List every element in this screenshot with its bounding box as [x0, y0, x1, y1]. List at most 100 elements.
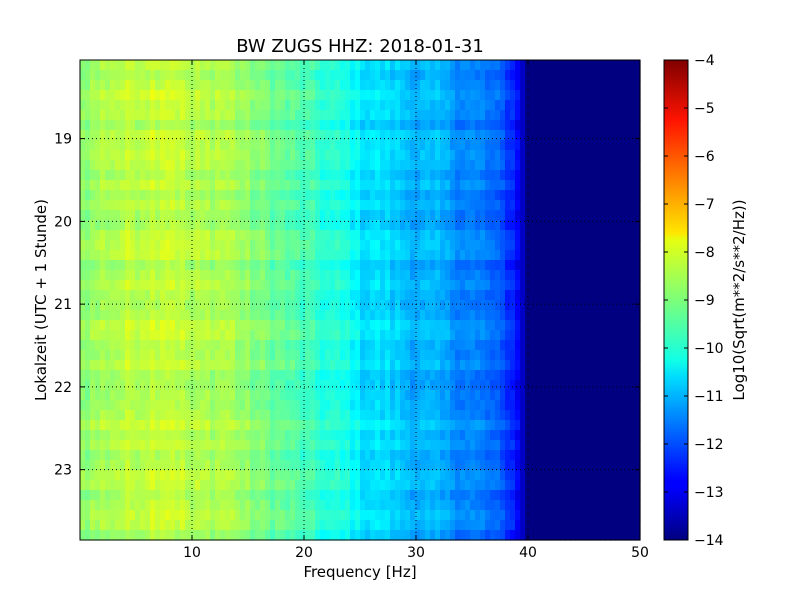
heatmap-cell [320, 120, 326, 131]
heatmap-cell [295, 440, 301, 451]
heatmap-cell [505, 440, 511, 451]
heatmap-cell [245, 130, 251, 141]
heatmap-cell [340, 120, 346, 131]
heatmap-cell [335, 230, 341, 241]
heatmap-cell [340, 200, 346, 211]
heatmap-cell [115, 500, 121, 511]
heatmap-cell [235, 80, 241, 91]
heatmap-cell [175, 200, 181, 211]
heatmap-cell [550, 220, 556, 231]
heatmap-cell [225, 110, 231, 121]
heatmap-cell [300, 120, 306, 131]
heatmap-cell [225, 380, 231, 391]
heatmap-cell [565, 330, 571, 341]
heatmap-cell [160, 130, 166, 141]
heatmap-cell [195, 80, 201, 91]
heatmap-cell [140, 170, 146, 181]
heatmap-cell [170, 170, 176, 181]
heatmap-cell [370, 230, 376, 241]
heatmap-cell [160, 180, 166, 191]
heatmap-cell [100, 440, 106, 451]
heatmap-cell [405, 100, 411, 111]
heatmap-cell [210, 120, 216, 131]
heatmap-cell [580, 380, 586, 391]
heatmap-cell [620, 310, 626, 321]
heatmap-cell [185, 160, 191, 171]
heatmap-cell [365, 190, 371, 201]
heatmap-cell [170, 240, 176, 251]
heatmap-cell [470, 250, 476, 261]
heatmap-cell [225, 150, 231, 161]
heatmap-cell [495, 320, 501, 331]
heatmap-cell [405, 90, 411, 101]
heatmap-cell [575, 340, 581, 351]
heatmap-cell [390, 440, 396, 451]
heatmap-cell [395, 310, 401, 321]
heatmap-cell [540, 460, 546, 471]
heatmap-cell [405, 450, 411, 461]
heatmap-cell [410, 310, 416, 321]
heatmap-cell [500, 400, 506, 411]
heatmap-cell [495, 70, 501, 81]
heatmap-cell [110, 120, 116, 131]
heatmap-cell [100, 250, 106, 261]
heatmap-cell [310, 350, 316, 361]
heatmap-cell [480, 460, 486, 471]
heatmap-cell [540, 480, 546, 491]
heatmap-cell [95, 280, 101, 291]
heatmap-cell [195, 300, 201, 311]
heatmap-cell [250, 60, 256, 71]
heatmap-cell [80, 110, 86, 121]
heatmap-cell [95, 370, 101, 381]
heatmap-cell [320, 130, 326, 141]
heatmap-cell [605, 120, 611, 131]
heatmap-cell [190, 120, 196, 131]
heatmap-cell [600, 300, 606, 311]
heatmap-cell [335, 470, 341, 481]
heatmap-cell [510, 170, 516, 181]
heatmap-cell [530, 220, 536, 231]
heatmap-cell [325, 120, 331, 131]
heatmap-cell [80, 400, 86, 411]
heatmap-cell [300, 230, 306, 241]
heatmap-cell [560, 350, 566, 361]
heatmap-cell [110, 230, 116, 241]
heatmap-cell [105, 380, 111, 391]
heatmap-cell [250, 420, 256, 431]
heatmap-cell [510, 260, 516, 271]
heatmap-cell [215, 380, 221, 391]
heatmap-cell [605, 410, 611, 421]
heatmap-cell [250, 180, 256, 191]
heatmap-cell [565, 380, 571, 391]
heatmap-cell [175, 210, 181, 221]
heatmap-cell [330, 420, 336, 431]
heatmap-cell [130, 470, 136, 481]
heatmap-cell [130, 80, 136, 91]
heatmap-cell [515, 150, 521, 161]
heatmap-cell [310, 430, 316, 441]
heatmap-cell [405, 140, 411, 151]
heatmap-cell [395, 120, 401, 131]
heatmap-cell [630, 160, 636, 171]
heatmap-cell [265, 250, 271, 261]
heatmap-cell [330, 440, 336, 451]
heatmap-cell [175, 380, 181, 391]
heatmap-cell [335, 90, 341, 101]
heatmap-cell [560, 330, 566, 341]
heatmap-cell [305, 160, 311, 171]
heatmap-cell [560, 270, 566, 281]
heatmap-cell [635, 200, 641, 211]
heatmap-cell [240, 240, 246, 251]
heatmap-cell [435, 200, 441, 211]
heatmap-cell [225, 470, 231, 481]
heatmap-cell [225, 120, 231, 131]
heatmap-cell [420, 490, 426, 501]
heatmap-cell [100, 260, 106, 271]
heatmap-cell [495, 260, 501, 271]
heatmap-cell [185, 350, 191, 361]
heatmap-cell [460, 60, 466, 71]
heatmap-cell [210, 370, 216, 381]
heatmap-cell [590, 300, 596, 311]
heatmap-cell [285, 430, 291, 441]
heatmap-cell [300, 220, 306, 231]
